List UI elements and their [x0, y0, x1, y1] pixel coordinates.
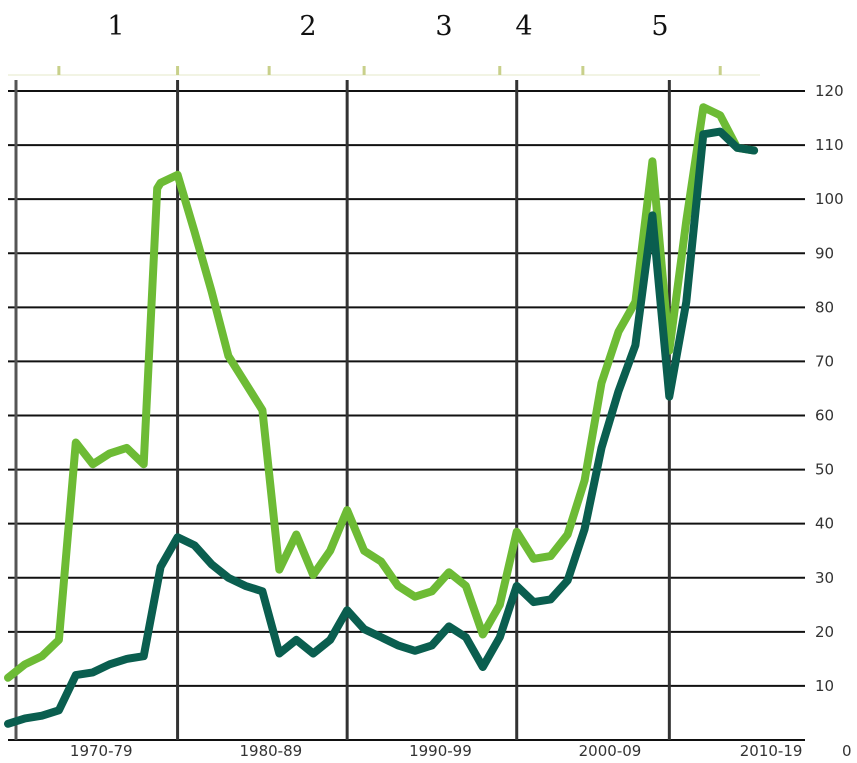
y-tick-label-30: 30 [815, 569, 834, 587]
x-tick-label-2: 1980-89 [239, 742, 302, 760]
top-notches [8, 66, 760, 76]
y-tick-label-110: 110 [815, 136, 844, 154]
y-tick-label-90: 90 [815, 244, 834, 262]
x-tick-label-5: 2010-19 [740, 742, 803, 760]
y-tick-labels: 0 10 20 30 40 50 60 70 80 90 100 110 120 [815, 82, 852, 760]
x-tick-label-1: 1970-79 [70, 742, 133, 760]
x-tick-label-3: 1990-99 [409, 742, 472, 760]
section-marker-5: 5 [651, 11, 668, 42]
x-tick-labels: 1970-79 1980-89 1990-99 2000-09 2010-19 [70, 742, 803, 760]
y-tick-label-0: 0 [842, 742, 852, 760]
y-tick-label-50: 50 [815, 461, 834, 479]
vertical-divider-lines [14, 80, 671, 740]
section-marker-4: 4 [515, 11, 532, 42]
y-tick-label-80: 80 [815, 298, 834, 316]
plot-series [4, 103, 759, 728]
y-tick-label-10: 10 [815, 677, 834, 695]
x-tick-label-4: 2000-09 [579, 742, 642, 760]
section-marker-1: 1 [107, 11, 124, 42]
y-tick-label-120: 120 [815, 82, 844, 100]
section-marker-2: 2 [299, 11, 316, 42]
y-tick-label-70: 70 [815, 352, 834, 370]
y-tick-label-40: 40 [815, 515, 834, 533]
y-tick-label-20: 20 [815, 623, 834, 641]
series-line-1 [4, 103, 759, 682]
y-tick-label-100: 100 [815, 190, 844, 208]
y-tick-label-60: 60 [815, 407, 834, 425]
section-markers: 1 2 3 4 5 [107, 11, 668, 42]
series-line-2 [4, 127, 759, 728]
horizontal-gridlines [8, 90, 805, 741]
section-marker-3: 3 [435, 11, 452, 42]
